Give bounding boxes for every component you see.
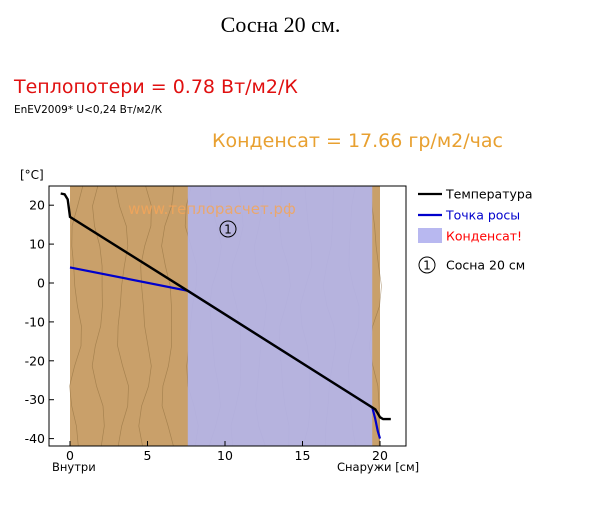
legend-layer-label: Сосна 20 см — [446, 258, 525, 273]
layer-number-circle — [219, 220, 237, 238]
legend-label: Конденсат! — [446, 229, 522, 244]
y-tick-label: 20 — [29, 198, 45, 213]
plot-area: www.теплорасчет.рф 1 — [60, 186, 391, 446]
legend-label: Температура — [445, 187, 533, 202]
wood-grain-line — [138, 186, 152, 446]
condensate-value: Конденсат = 17.66 гр/м2/час — [212, 130, 503, 152]
watermark: www.теплорасчет.рф — [128, 200, 296, 218]
x-tick-label: 20 — [372, 448, 388, 463]
dew-point-line — [69, 266, 382, 439]
legend: Температура Точка росы Конденсат! 1 Сосна 20… — [418, 187, 533, 274]
y-tick-label: 0 — [37, 276, 45, 291]
wood-grain-line — [115, 186, 129, 446]
layer-number-marker: 1 — [219, 220, 237, 238]
page-title: Сосна 20 см. — [220, 12, 341, 37]
y-tick-label: -20 — [25, 353, 45, 368]
wood-grain-line — [91, 186, 105, 446]
legend-layer-circle — [418, 256, 436, 274]
wood-grain-line — [69, 186, 84, 446]
x-tick-label: 10 — [217, 448, 233, 463]
norm-requirement: EnEV2009* U<0,24 Вт/м2/К — [14, 104, 163, 116]
y-axis-label: [°C] — [20, 168, 44, 182]
wood-grain-line — [161, 186, 175, 446]
heat-loss-value: Теплопотери = 0.78 Вт/м2/К — [14, 76, 298, 98]
y-tick-label: 10 — [29, 237, 45, 252]
x-axis-label-outside: Снаружи [см] — [337, 460, 419, 474]
x-axis-label-inside: Внутри — [52, 460, 96, 474]
x-tick-label: 0 — [66, 448, 74, 463]
y-tick-label: -40 — [25, 431, 45, 446]
layer-number: 1 — [224, 223, 232, 237]
wood-grain-line — [368, 186, 382, 446]
y-tick-label: -30 — [25, 392, 45, 407]
plot-frame — [48, 185, 407, 447]
legend-swatch — [418, 228, 442, 243]
legend-label: Точка росы — [445, 208, 520, 223]
condensate-zone — [187, 186, 373, 446]
x-tick-label: 15 — [295, 448, 311, 463]
legend-layer-number: 1 — [423, 259, 431, 273]
temperature-line — [60, 192, 391, 421]
y-tick-label: -10 — [25, 314, 45, 329]
x-tick-label: 5 — [144, 448, 152, 463]
